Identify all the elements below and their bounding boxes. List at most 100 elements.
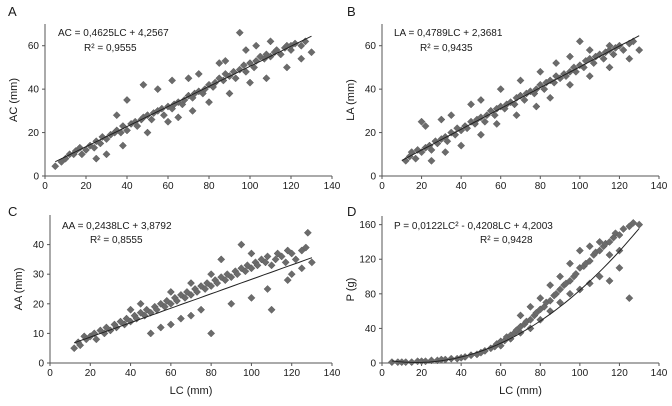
x-tick-label: 80 [206, 368, 218, 379]
data-point [512, 111, 521, 120]
x-tick-label: 120 [283, 181, 300, 192]
data-point [635, 220, 644, 229]
data-point [291, 255, 300, 264]
data-point [595, 50, 604, 59]
x-tick-label: 60 [495, 181, 507, 192]
data-point [615, 231, 624, 239]
data-point [283, 276, 292, 285]
data-point [605, 276, 614, 285]
data-point [166, 320, 175, 329]
data-point [297, 41, 306, 50]
data-point [267, 261, 276, 270]
data-point [164, 117, 172, 126]
x-tick-label: 20 [85, 368, 97, 379]
data-point [221, 56, 230, 65]
data-point [252, 56, 261, 65]
data-point [215, 59, 224, 68]
data-point [247, 264, 256, 273]
data-point [427, 145, 436, 154]
data-point [516, 311, 525, 320]
y-tick-label: 20 [365, 128, 377, 139]
data-point [205, 98, 213, 107]
data-point [176, 290, 185, 299]
data-point [146, 329, 155, 338]
data-point [526, 302, 535, 311]
y-tick-label: 40 [28, 85, 40, 96]
x-tick-label: 40 [456, 181, 468, 192]
data-point [552, 289, 561, 298]
data-point [247, 249, 256, 258]
panel-C: C 0 20 40 60 80 100 120 140 0 10 20 30 40 AA (mm) LC (m… [8, 204, 341, 397]
x-tick-label: 100 [242, 181, 259, 192]
data-point [136, 299, 145, 308]
data-point [476, 113, 485, 122]
data-point [476, 130, 485, 139]
data-point [166, 288, 175, 296]
regression-equation: LA = 0,4789LC + 2,3681 [394, 28, 503, 39]
data-point [467, 100, 475, 109]
data-point [174, 113, 183, 122]
data-point [126, 305, 135, 314]
regression-equation: P = 0,0122LC² - 0,4208LC + 4,2003 [394, 221, 553, 232]
regression-equation: AC = 0,4625LC + 4,2567 [58, 28, 169, 39]
x-tick-label: 120 [611, 368, 628, 379]
data-point [546, 307, 555, 316]
y-axis-label: P (g) [345, 278, 357, 302]
data-point [102, 150, 111, 159]
data-point [595, 237, 604, 246]
data-point [241, 67, 250, 76]
data-point [271, 255, 280, 264]
y-axis-label: AC (mm) [8, 78, 20, 122]
data-point [303, 228, 312, 237]
r-squared-label: R² = 0,9555 [84, 43, 137, 54]
x-tick-label: 0 [379, 368, 385, 379]
data-point [629, 218, 638, 227]
x-tick-label: 20 [416, 368, 428, 379]
data-point [571, 269, 580, 278]
y-tick-label: 40 [33, 240, 45, 251]
data-point [187, 279, 195, 288]
data-point [122, 314, 131, 323]
data-point [417, 117, 426, 126]
y-tick-label: 0 [38, 359, 44, 370]
data-point [532, 102, 541, 111]
data-point [421, 122, 430, 131]
r-squared-label: R² = 0,9435 [420, 43, 473, 54]
data-point [162, 296, 171, 305]
data-point [437, 115, 446, 124]
x-tick-label: 60 [495, 368, 507, 379]
data-point [227, 273, 236, 282]
x-tick-label: 120 [283, 368, 300, 379]
data-point [575, 246, 584, 255]
data-point [92, 335, 101, 344]
data-point [589, 59, 598, 68]
data-point [75, 143, 84, 152]
data-point [536, 80, 545, 89]
data-point [221, 69, 230, 78]
y-tick-label: 120 [359, 255, 376, 266]
x-tick-label: 140 [324, 368, 341, 379]
data-point [546, 93, 555, 102]
x-tick-label: 140 [651, 181, 668, 192]
panel-letter: A [8, 4, 17, 19]
data-point [619, 225, 628, 233]
data-point [585, 279, 594, 288]
data-point [443, 137, 452, 146]
y-tick-label: 40 [365, 324, 377, 335]
data-point [625, 54, 634, 63]
panel-letter: C [8, 204, 17, 219]
data-point [156, 323, 165, 332]
data-point [619, 46, 628, 55]
data-point [546, 76, 555, 85]
data-point [217, 255, 226, 264]
data-point [556, 285, 565, 294]
y-tick-label: 10 [33, 329, 45, 340]
x-tick-label: 80 [535, 368, 547, 379]
data-point [246, 78, 254, 87]
data-point [585, 257, 594, 265]
data-point [172, 296, 181, 305]
data-point [237, 240, 246, 249]
y-tick-label: 60 [28, 41, 40, 52]
data-point [599, 54, 608, 63]
data-point [496, 85, 505, 94]
